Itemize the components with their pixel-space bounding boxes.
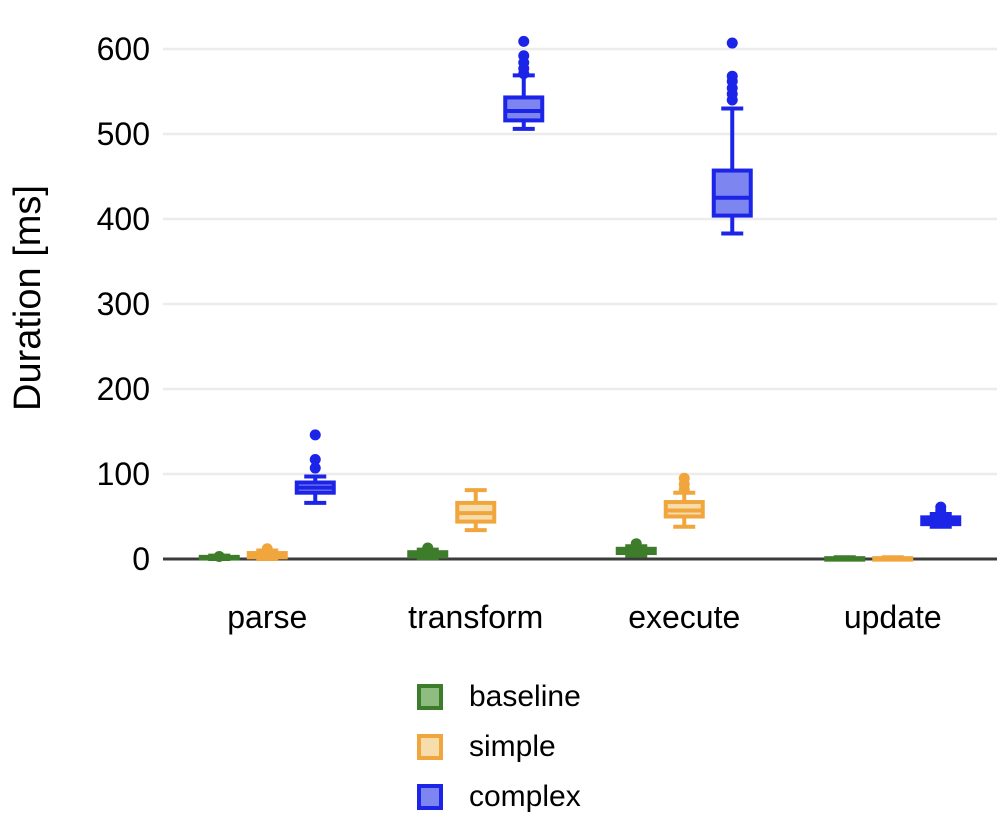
y-tick-label-300: 300 [97,286,150,322]
boxplot-parse-baseline [198,550,240,562]
y-axis-title: Duration [ms] [7,185,49,411]
outlier-dot [309,429,321,441]
y-tick-label-500: 500 [97,116,150,152]
boxplot-execute-complex [711,37,753,236]
iqr-box [711,168,753,218]
legend-label-simple: simple [469,730,556,763]
outlier-dot [678,472,690,484]
boxplot-parse-complex [294,429,336,505]
outlier-dot [518,50,530,62]
outlier-dot [935,501,947,513]
legend-item-baseline: baseline [417,672,581,722]
outlier-dot [422,542,434,554]
x-tick-label-parse: parse [227,599,307,635]
x-tick-label-transform: transform [408,599,543,635]
outlier-dot [630,538,642,550]
outlier-dot [309,462,321,474]
legend-label-complex: complex [469,780,581,813]
outlier-dot [213,550,225,562]
x-tick-label-update: update [844,599,942,635]
y-tick-label-600: 600 [97,31,150,67]
legend-swatch-baseline [417,684,443,710]
boxplot-transform-baseline [407,542,449,561]
boxplot-transform-complex [503,35,545,131]
boxplot-transform-simple [455,488,497,533]
legend-label-baseline: baseline [469,680,581,713]
boxplot-execute-baseline [615,538,657,558]
y-tick-label-100: 100 [97,456,150,492]
y-tick-label-200: 200 [97,371,150,407]
legend-item-simple: simple [417,722,581,772]
legend: baseline simple complex [417,672,581,822]
boxplot-execute-simple [663,472,705,529]
outlier-dot [518,35,530,47]
x-tick-label-execute: execute [628,599,740,635]
outlier-dot [726,70,738,82]
boxplot-update-complex [920,501,962,529]
y-tick-label-0: 0 [132,541,150,577]
outlier-dot [726,37,738,49]
boxplot-update-simple [872,555,914,562]
outlier-dot [309,454,321,466]
y-tick-label-400: 400 [97,201,150,237]
legend-swatch-complex [417,784,443,810]
legend-swatch-simple [417,734,443,760]
iqr-box [503,95,545,123]
legend-item-complex: complex [417,772,581,822]
boxplot-parse-simple [246,543,288,561]
boxplot-update-baseline [824,555,866,562]
outlier-dot [261,543,273,555]
